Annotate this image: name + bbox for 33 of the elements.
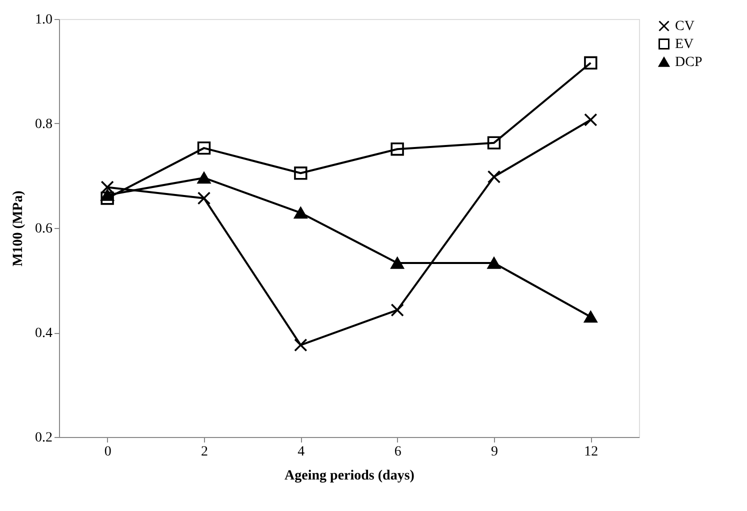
point <box>197 172 211 184</box>
x-tick-label: 4 <box>298 444 305 460</box>
point <box>100 189 114 201</box>
point <box>584 56 598 70</box>
point <box>294 166 308 180</box>
point <box>390 257 404 269</box>
point <box>294 207 308 219</box>
point <box>100 192 114 205</box>
legend-label: EV <box>675 37 694 52</box>
y-tick-label: 0.4 <box>35 326 52 341</box>
point <box>390 303 404 317</box>
y-axis-title: M100 (MPa) <box>11 190 26 266</box>
point <box>487 136 501 150</box>
y-tick-label: 0.8 <box>35 117 52 132</box>
x-tick-label: 12 <box>584 444 598 460</box>
x-tick-label: 0 <box>104 444 112 460</box>
legend-label: CV <box>675 19 694 34</box>
point <box>197 192 211 205</box>
y-tick-label: 0.6 <box>35 222 52 236</box>
point <box>487 257 501 269</box>
x-axis-title: Ageing periods (days) <box>284 468 415 484</box>
y-tick-label: 1.0 <box>35 12 52 28</box>
point <box>294 338 308 352</box>
point <box>100 180 114 194</box>
x-tick-label: 9 <box>491 444 498 460</box>
x-tick-label: 6 <box>394 444 402 460</box>
point <box>584 310 598 323</box>
x-tick-label: 2 <box>201 444 208 460</box>
point <box>584 113 598 126</box>
point <box>390 142 404 156</box>
y-tick-label: 0.2 <box>35 430 52 446</box>
point <box>197 141 211 155</box>
legend-label: DCP <box>675 55 702 70</box>
